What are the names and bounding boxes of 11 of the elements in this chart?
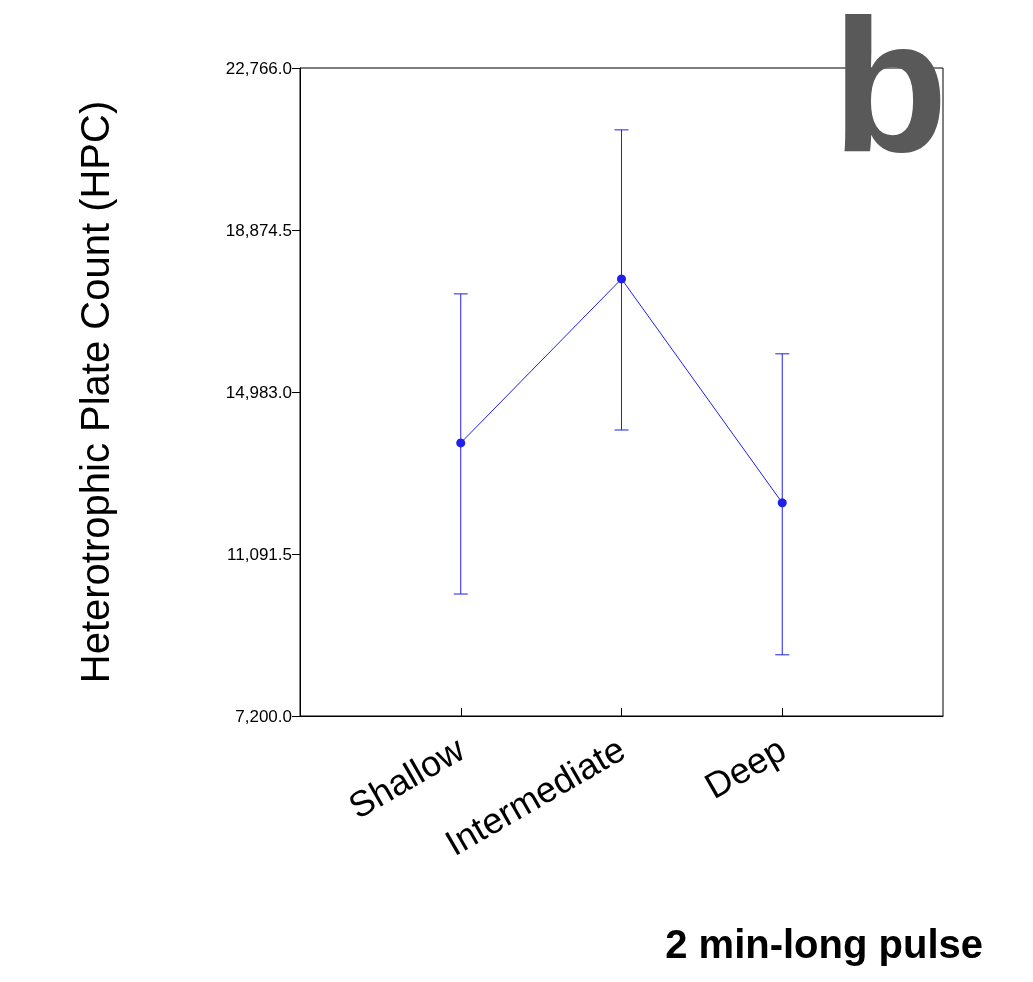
y-tick-label: 22,766.0 [225,58,292,78]
y-tick-label: 11,091.5 [227,544,292,564]
x-tick-label: Deep [697,728,793,807]
y-axis-title: Heterotrophic Plate Count (HPC) [73,100,117,684]
y-tick-label: 14,983.0 [225,382,292,402]
y-tick-label: 18,874.5 [225,220,292,240]
point [777,498,787,508]
y-tick-label: 7,200.0 [235,706,292,726]
text: 2 min-long pulse [665,922,983,966]
point [456,438,466,448]
point [617,274,626,284]
